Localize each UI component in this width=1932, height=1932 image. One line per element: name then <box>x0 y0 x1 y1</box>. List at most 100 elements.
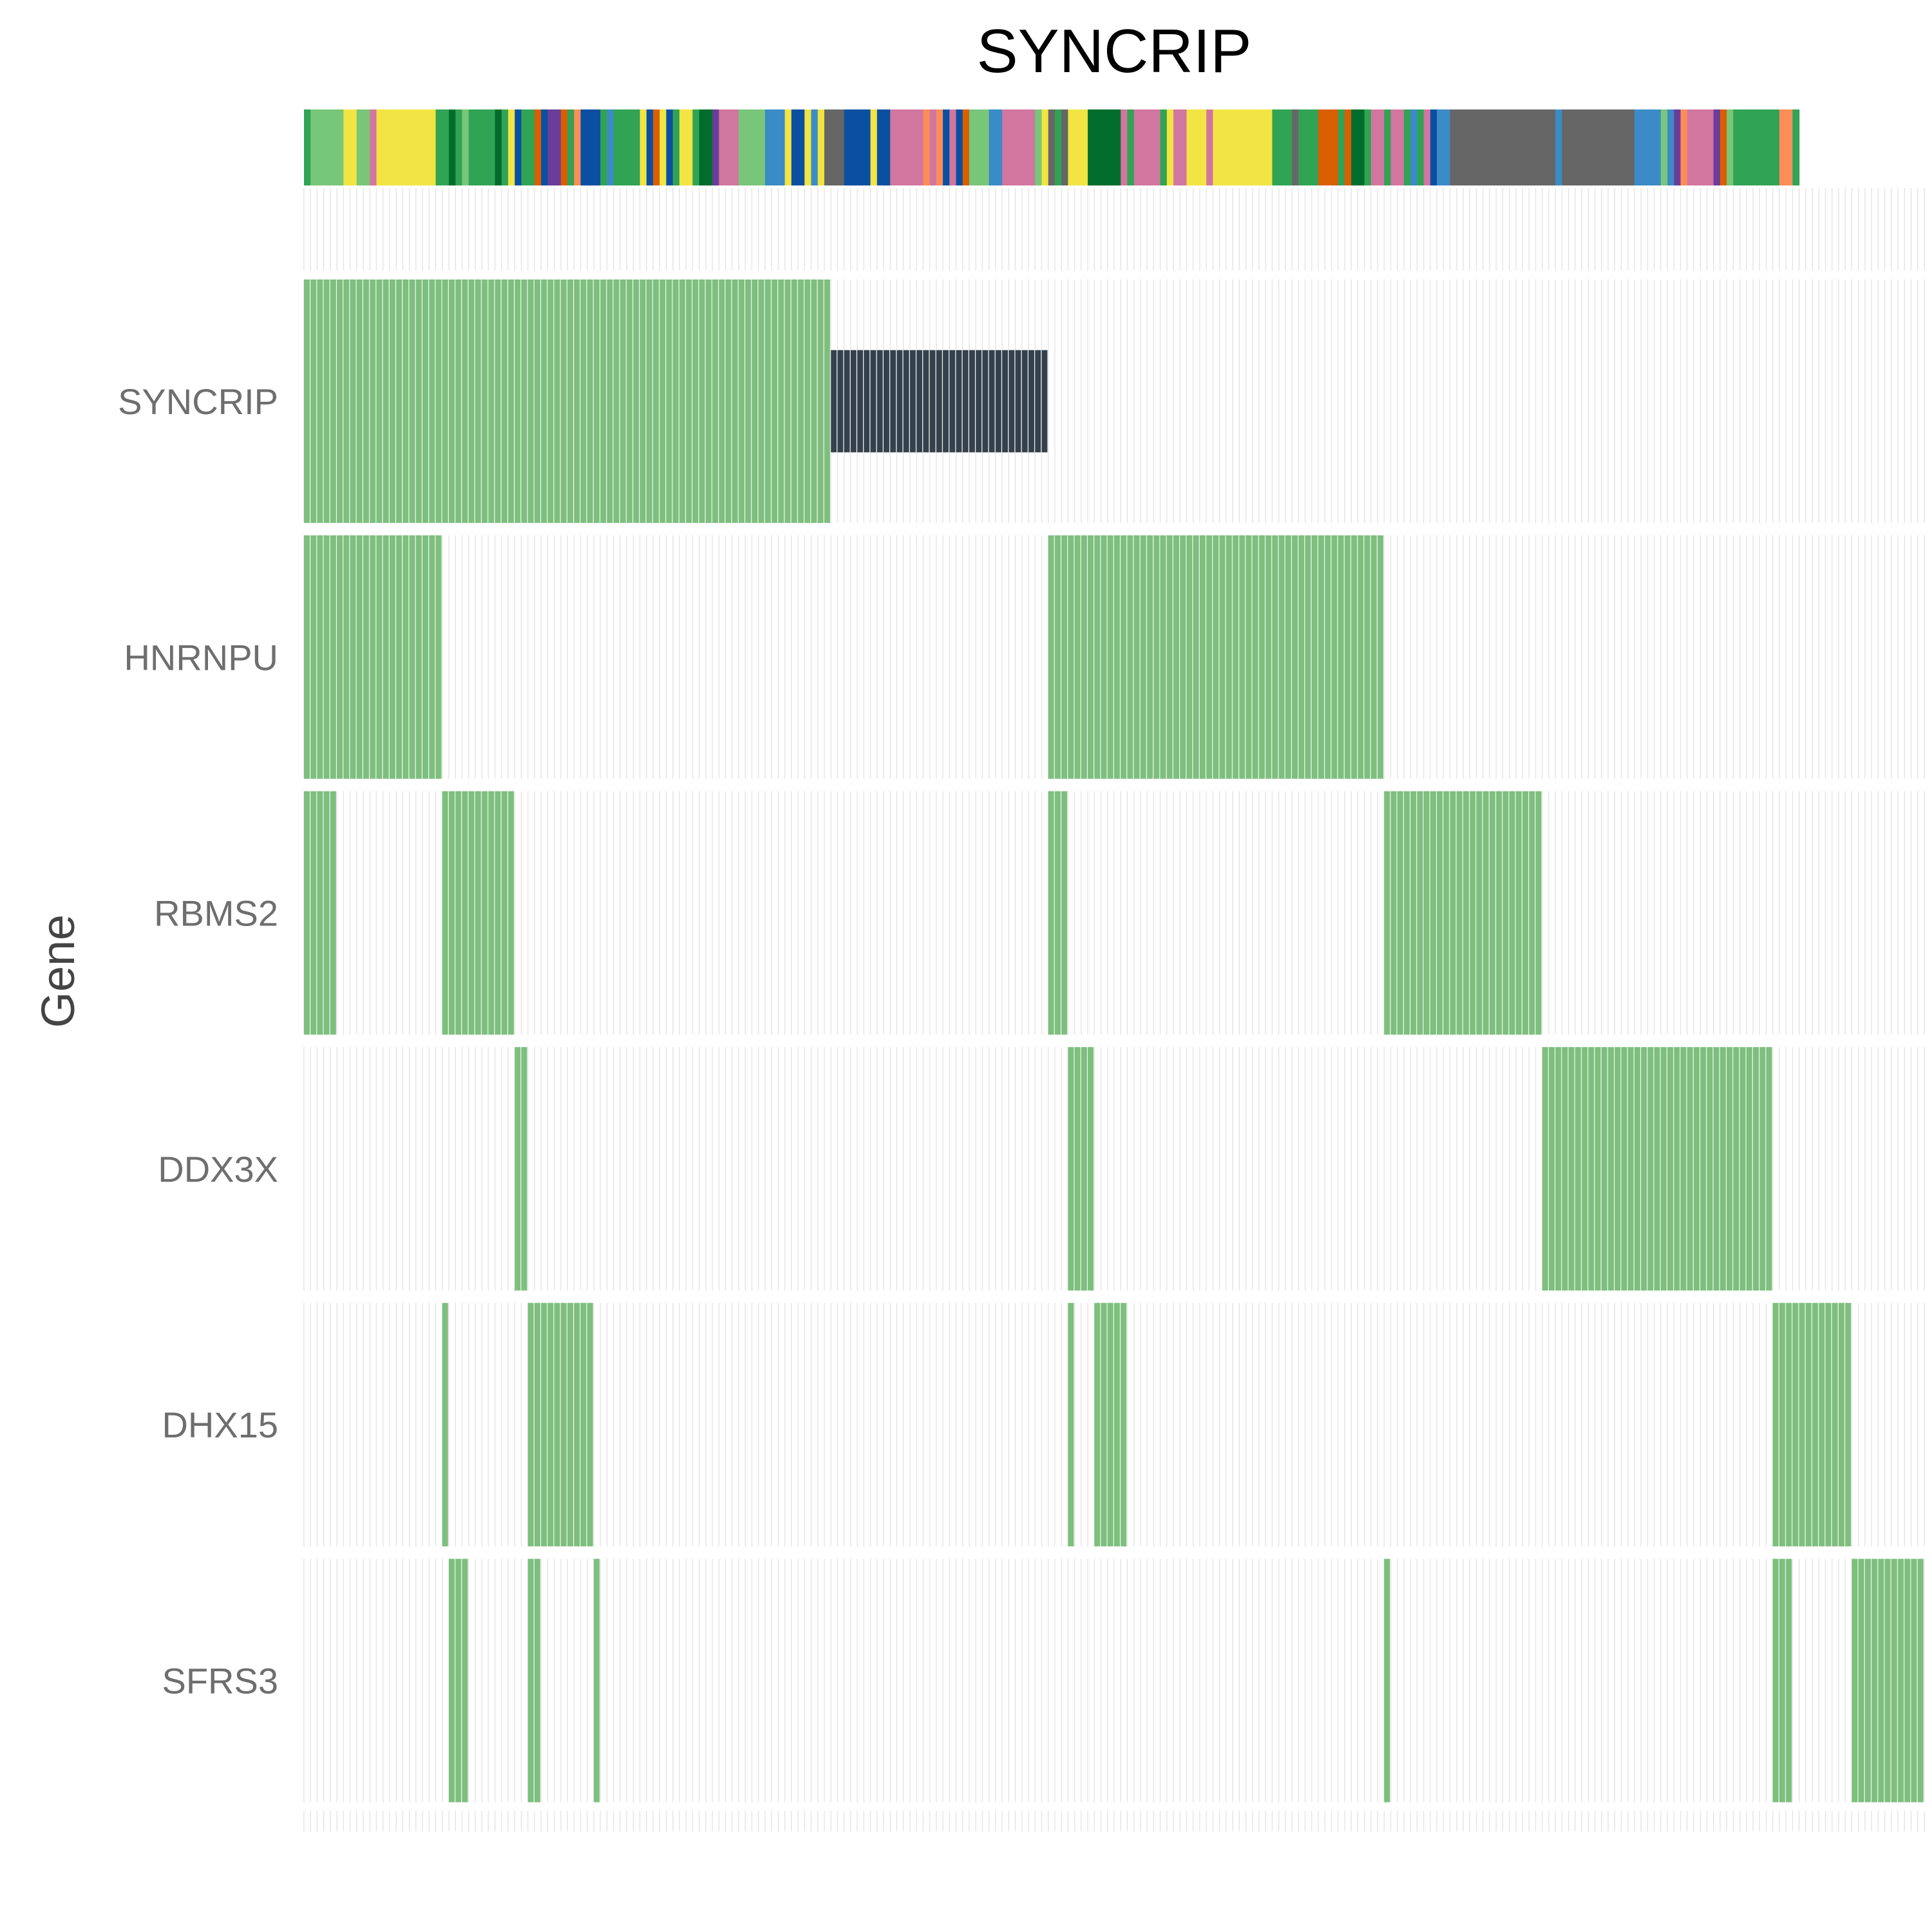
alteration-amplification-mark <box>567 1303 574 1547</box>
alteration-amplification-mark <box>468 791 475 1035</box>
annotation-segment <box>870 109 878 185</box>
alteration-amplification-mark <box>1199 535 1206 779</box>
alteration-amplification-mark <box>422 535 429 779</box>
alteration-amplification-mark <box>1338 535 1344 779</box>
alteration-deletion-mark <box>936 350 942 453</box>
alteration-amplification-mark <box>1437 791 1443 1035</box>
alteration-amplification-mark <box>1555 1046 1562 1291</box>
y-axis-title: Gene <box>33 914 84 1028</box>
alteration-amplification-mark <box>1430 791 1436 1035</box>
alteration-amplification-mark <box>488 279 495 523</box>
alteration-amplification-mark <box>449 1558 455 1803</box>
annotation-segment <box>1410 109 1418 185</box>
annotation-segment <box>844 109 871 185</box>
annotation-segment <box>1667 109 1674 185</box>
alteration-amplification-mark <box>541 1303 547 1547</box>
alteration-amplification-mark <box>1068 1046 1074 1291</box>
alteration-amplification-mark <box>1482 791 1489 1035</box>
alteration-amplification-mark <box>376 535 383 779</box>
alteration-amplification-mark <box>330 279 336 523</box>
alteration-amplification-mark <box>429 535 435 779</box>
alteration-amplification-mark <box>1186 535 1193 779</box>
alteration-deletion-mark <box>916 350 923 453</box>
alteration-amplification-mark <box>1114 1303 1120 1547</box>
alteration-amplification-mark <box>1700 1046 1707 1291</box>
alteration-amplification-mark <box>1101 535 1107 779</box>
annotation-segment <box>515 109 522 185</box>
alteration-amplification-mark <box>1911 1558 1917 1803</box>
alteration-amplification-mark <box>1252 535 1258 779</box>
annotation-segment <box>784 109 792 185</box>
alteration-deletion-mark <box>1035 350 1041 453</box>
annotation-segment <box>1660 109 1668 185</box>
annotation-segment <box>1674 109 1681 185</box>
gene-label: DDX3X <box>158 1149 278 1189</box>
alteration-amplification-mark <box>1068 1303 1074 1547</box>
alteration-deletion-mark <box>962 350 969 453</box>
alteration-amplification-mark <box>1509 791 1515 1035</box>
alteration-amplification-mark <box>323 535 330 779</box>
alteration-deletion-mark <box>976 350 982 453</box>
annotation-segment <box>672 109 680 185</box>
alteration-amplification-mark <box>1364 535 1370 779</box>
alteration-amplification-mark <box>1325 535 1331 779</box>
alteration-amplification-mark <box>1694 1046 1700 1291</box>
annotation-segment <box>817 109 825 185</box>
alteration-deletion-mark <box>850 350 857 453</box>
alteration-deletion-mark <box>896 350 903 453</box>
alteration-deletion-mark <box>929 350 936 453</box>
annotation-segment <box>1213 109 1273 185</box>
annotation-segment <box>1160 109 1168 185</box>
alteration-amplification-mark <box>501 791 507 1035</box>
alteration-amplification-mark <box>719 279 725 523</box>
annotation-segment <box>1437 109 1451 185</box>
alteration-amplification-mark <box>1852 1558 1858 1803</box>
annotation-segment <box>495 109 502 185</box>
alteration-amplification-mark <box>1390 791 1397 1035</box>
annotation-segment <box>646 109 654 185</box>
alteration-amplification-mark <box>508 279 514 523</box>
annotation-segment <box>1792 109 1800 185</box>
alteration-amplification-mark <box>541 279 547 523</box>
alteration-amplification-mark <box>317 279 323 523</box>
annotation-segment <box>791 109 805 185</box>
gene-label: RBMS2 <box>154 893 278 934</box>
alteration-amplification-mark <box>600 279 607 523</box>
alteration-amplification-mark <box>1048 535 1054 779</box>
alteration-amplification-mark <box>442 791 448 1035</box>
annotation-segment <box>1133 109 1161 185</box>
alteration-amplification-mark <box>732 279 738 523</box>
annotation-segment <box>1423 109 1431 185</box>
alteration-amplification-mark <box>337 535 343 779</box>
alteration-amplification-mark <box>455 791 462 1035</box>
alteration-amplification-mark <box>1529 791 1535 1035</box>
alteration-amplification-mark <box>547 279 554 523</box>
alteration-amplification-mark <box>1153 535 1160 779</box>
alteration-amplification-mark <box>356 535 363 779</box>
alteration-amplification-mark <box>1608 1046 1614 1291</box>
alteration-amplification-mark <box>409 535 415 779</box>
annotation-segment <box>1634 109 1662 185</box>
alteration-amplification-mark <box>1311 535 1318 779</box>
annotation-segment <box>1127 109 1135 185</box>
alteration-amplification-mark <box>1674 1046 1680 1291</box>
alteration-amplification-mark <box>521 279 527 523</box>
annotation-segment <box>989 109 1003 185</box>
alteration-amplification-mark <box>1719 1046 1726 1291</box>
alteration-amplification-mark <box>475 791 481 1035</box>
alteration-amplification-mark <box>455 1558 462 1803</box>
alteration-deletion-mark <box>1021 350 1028 453</box>
alteration-amplification-mark <box>811 279 817 523</box>
alteration-amplification-mark <box>1786 1303 1792 1547</box>
alteration-amplification-mark <box>1772 1558 1779 1803</box>
annotation-segment <box>712 109 719 185</box>
alteration-amplification-mark <box>1074 1046 1081 1291</box>
alteration-amplification-mark <box>1575 1046 1581 1291</box>
alteration-amplification-mark <box>442 1303 448 1547</box>
alteration-amplification-mark <box>1219 535 1226 779</box>
annotation-segment <box>1041 109 1049 185</box>
annotation-segment <box>1370 109 1385 185</box>
annotation-segment <box>1417 109 1425 185</box>
annotation-segment <box>462 109 469 185</box>
